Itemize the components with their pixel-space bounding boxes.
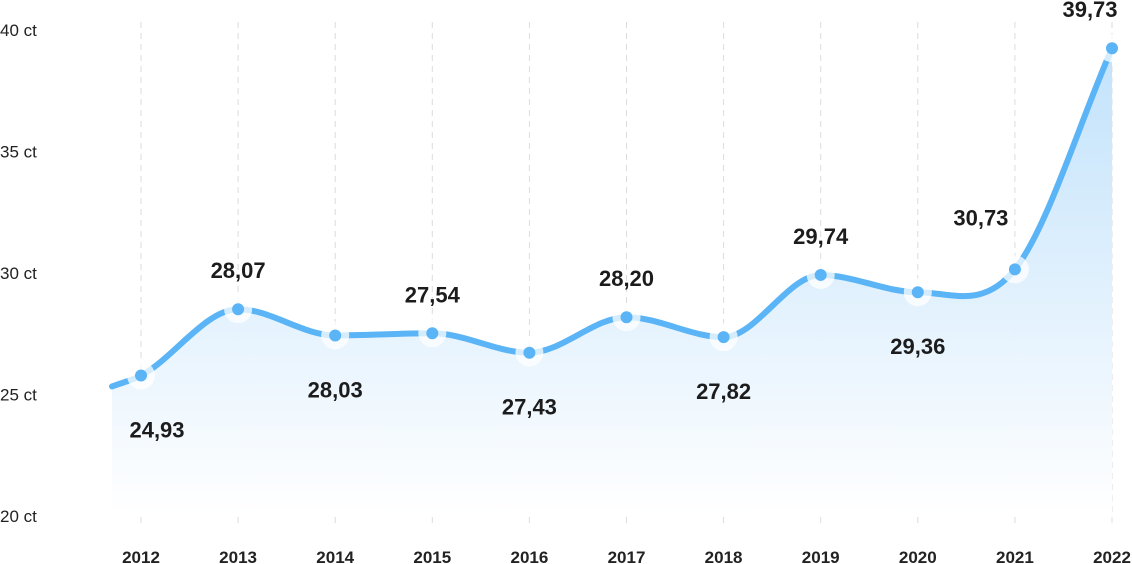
x-tick-label: 2022 (1093, 548, 1131, 564)
y-tick-label: 35 ct (0, 143, 37, 162)
area-fill (112, 48, 1112, 516)
data-point-2015[interactable] (418, 319, 447, 348)
y-tick-label: 30 ct (0, 264, 37, 283)
data-point-2020[interactable] (903, 278, 932, 307)
x-axis-ticks: 2012 2013 2014 2015 2016 2017 2018 2019 2020 2021… (122, 548, 1131, 564)
data-label-2017: 28,20 (599, 266, 654, 291)
data-point-2021[interactable] (1000, 255, 1029, 284)
data-point-2019[interactable] (806, 260, 835, 289)
data-label-2021: 30,73 (953, 205, 1008, 230)
data-point-2017[interactable] (612, 303, 641, 332)
y-tick-label: 40 ct (0, 21, 37, 40)
x-tick-label: 2012 (122, 548, 160, 564)
x-tick-label: 2015 (413, 548, 451, 564)
data-label-2018: 27,82 (696, 379, 751, 404)
data-label-2013: 28,07 (211, 258, 266, 283)
x-tick-label: 2016 (510, 548, 548, 564)
data-point-2018[interactable] (709, 323, 738, 352)
data-label-2019: 29,74 (793, 224, 849, 249)
area-fill-path (112, 48, 1112, 516)
y-tick-label: 25 ct (0, 386, 37, 405)
data-label-2016: 27,43 (502, 395, 557, 420)
data-point-2012[interactable] (127, 361, 155, 390)
data-points (127, 34, 1126, 390)
data-label-2022: 39,73 (1062, 0, 1117, 22)
y-tick-label: 20 ct (0, 507, 37, 526)
x-tick-label: 2013 (219, 548, 257, 564)
data-label-2015: 27,54 (405, 282, 461, 307)
x-tick-label: 2014 (316, 548, 354, 564)
data-point-2016[interactable] (515, 338, 544, 367)
x-tick-label: 2021 (996, 548, 1034, 564)
x-tick-label: 2020 (899, 548, 937, 564)
data-point-2014[interactable] (321, 321, 350, 350)
data-point-2022[interactable] (1098, 34, 1126, 63)
data-label-2020: 29,36 (890, 334, 945, 359)
data-label-2014: 28,03 (308, 377, 363, 402)
y-axis-ticks: 20 ct 25 ct 30 ct 35 ct 40 ct (0, 21, 37, 526)
x-tick-label: 2017 (608, 548, 646, 564)
data-labels: 24,93 28,07 28,03 27,54 27,43 28,20 27,82 29,74… (129, 0, 1117, 443)
x-tick-label: 2019 (802, 548, 840, 564)
data-point-2013[interactable] (224, 295, 253, 324)
data-label-2012: 24,93 (129, 418, 184, 443)
x-tick-label: 2018 (705, 548, 743, 564)
